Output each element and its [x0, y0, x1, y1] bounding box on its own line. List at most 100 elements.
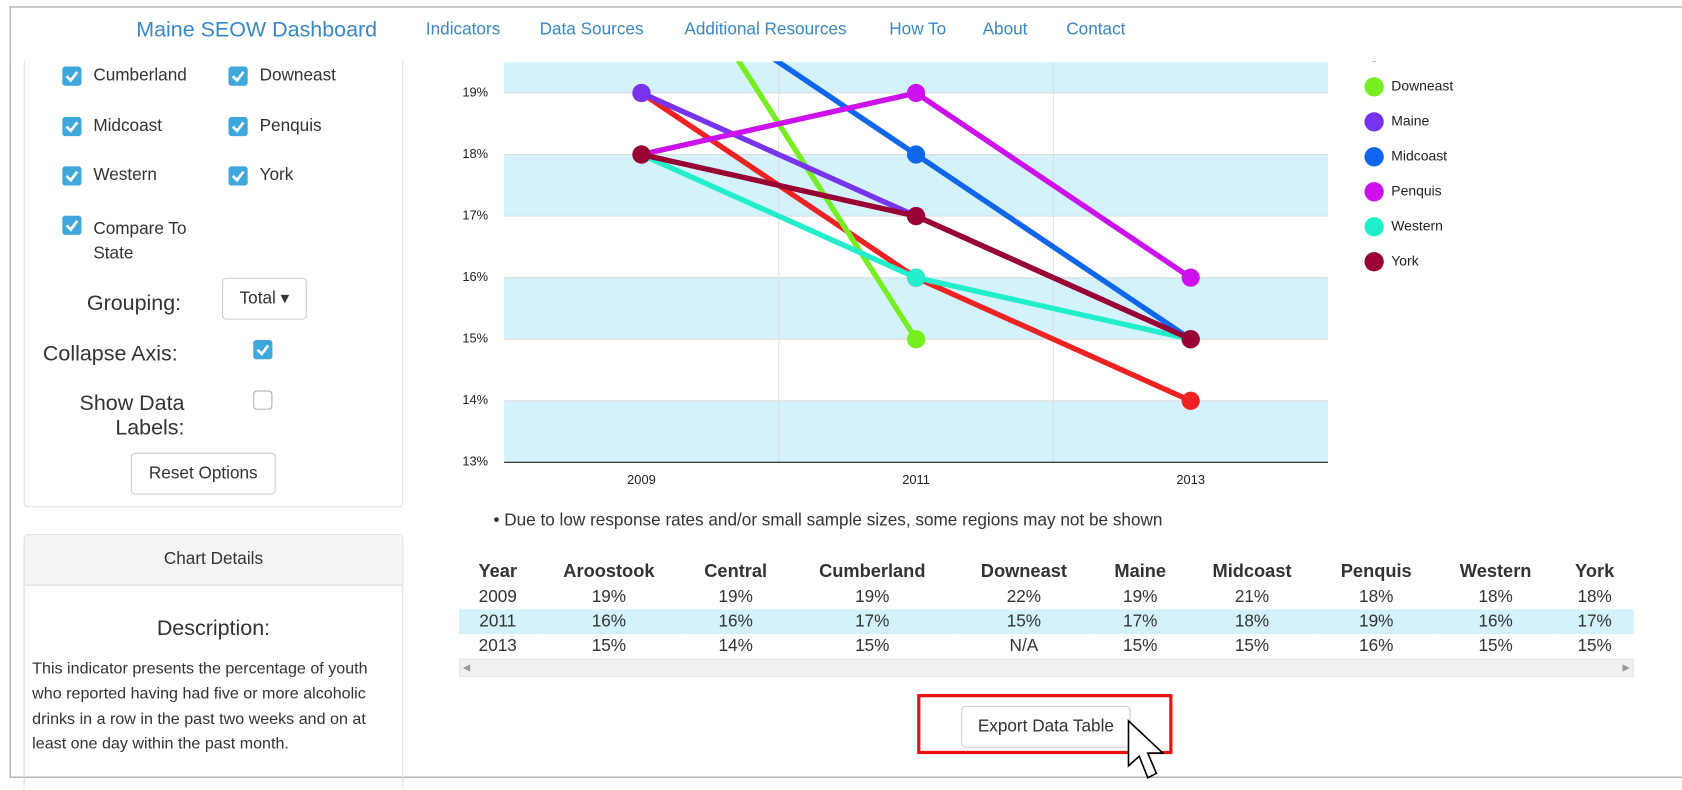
- plot-band: [504, 400, 1329, 463]
- nav-link[interactable]: Data Sources: [539, 20, 644, 39]
- cell: 15%: [591, 636, 627, 655]
- nav-link[interactable]: Contact: [1066, 20, 1126, 39]
- nav-link[interactable]: Additional Resources: [684, 20, 847, 39]
- data-table: Year Aroostook Central Cumberland Downeast Ma…: [459, 559, 1634, 659]
- checkbox[interactable]: [62, 116, 82, 136]
- cell: 15%: [1234, 636, 1270, 655]
- cell: 17%: [855, 611, 890, 631]
- export-button[interactable]: Export Data Table: [961, 705, 1131, 748]
- legend-label: Midcoast: [1391, 148, 1447, 164]
- legend-label: Penquis: [1391, 182, 1441, 198]
- scrollbar[interactable]: ◀ ▶: [459, 658, 1634, 677]
- y-tick-label: 18%: [462, 146, 488, 161]
- cell: 16%: [718, 611, 753, 631]
- cell: 16%: [1359, 636, 1394, 655]
- region-label: Downeast: [259, 66, 336, 85]
- legend-marker: [1364, 147, 1384, 167]
- checkbox[interactable]: [228, 116, 248, 136]
- cell: 18%: [1234, 611, 1270, 631]
- cell: 21%: [1234, 587, 1270, 606]
- data-point: [906, 145, 926, 164]
- details-panel: [23, 534, 404, 790]
- x-tick-label: 2009: [627, 472, 656, 487]
- cell: 18%: [1359, 587, 1394, 606]
- data-row: 2013 15% 14% 15% N/A 15% 15% 16% 15% 15%: [459, 634, 1634, 659]
- cell: N/A: [1009, 636, 1039, 655]
- y-tick-label: 15%: [462, 331, 488, 346]
- column-header: Aroostook: [563, 561, 655, 582]
- nav-link[interactable]: How To: [889, 20, 947, 39]
- cell: 19%: [1123, 587, 1158, 606]
- nav-link[interactable]: Indicators: [425, 20, 501, 39]
- cell: 15%: [1006, 611, 1042, 631]
- y-tick-label: 19%: [462, 84, 488, 99]
- nav-link[interactable]: About: [982, 20, 1028, 39]
- legend-marker: [1364, 77, 1384, 97]
- checkbox[interactable]: [253, 340, 273, 360]
- cell: 2013: [478, 636, 517, 655]
- checkbox[interactable]: [228, 166, 248, 186]
- data-point: [1181, 330, 1200, 349]
- checkbox[interactable]: [253, 390, 273, 410]
- column-header: Year: [478, 561, 518, 582]
- region-label: Penquis: [259, 116, 322, 135]
- description-text: This indicator presents the percentage o…: [32, 659, 368, 753]
- column-header: York: [1575, 561, 1615, 582]
- legend-marker: [1364, 182, 1384, 202]
- cell: 18%: [1478, 587, 1513, 606]
- cell: 22%: [1006, 587, 1042, 606]
- data-row: 2011 16% 16% 17% 15% 17% 18% 19% 16% 17%: [459, 609, 1634, 634]
- cell: 15%: [1478, 636, 1513, 655]
- note: • Due to low response rates and/or small…: [493, 511, 1163, 530]
- navbar: Maine SEOW Dashboard Indicators Data Sou…: [10, 7, 1682, 62]
- grouping-dropdown[interactable]: Total ▾: [222, 277, 307, 320]
- checkbox[interactable]: [62, 166, 82, 186]
- region-label: York: [259, 166, 294, 185]
- y-tick-label: 17%: [462, 208, 488, 223]
- cell: 16%: [1478, 611, 1513, 631]
- region-label: Cumberland: [93, 66, 187, 85]
- checkbox[interactable]: [62, 66, 82, 86]
- cell: 15%: [855, 636, 890, 655]
- cell: 16%: [591, 611, 627, 631]
- cell: 2009: [478, 587, 517, 606]
- x-tick-label: 2013: [1176, 472, 1205, 487]
- region-label: Western: [93, 166, 157, 185]
- data-point: [906, 83, 926, 103]
- grouping-label: Grouping:: [86, 291, 182, 316]
- x-tick-label: 2011: [902, 472, 930, 487]
- data-point: [632, 83, 651, 103]
- legend-label: Western: [1391, 217, 1443, 233]
- checkbox[interactable]: [228, 66, 248, 86]
- cell: 17%: [1123, 611, 1158, 631]
- column-header: Midcoast: [1212, 561, 1292, 582]
- collapse-label: Collapse Axis:: [42, 342, 178, 366]
- data-point: [1181, 268, 1200, 287]
- column-header: Western: [1459, 561, 1532, 582]
- checkbox[interactable]: [62, 215, 82, 235]
- cursor: [1127, 718, 1165, 779]
- cell: 14%: [718, 636, 753, 655]
- data-point: [632, 145, 651, 164]
- y-tick-label: 13%: [462, 454, 488, 469]
- legend-marker: [1364, 217, 1384, 237]
- data-point: [1181, 391, 1200, 410]
- frame: [9, 6, 1682, 778]
- region-label: Midcoast: [93, 116, 163, 135]
- data-point: [906, 268, 926, 287]
- cell: 15%: [1123, 636, 1158, 655]
- header-row: Year Aroostook Central Cumberland Downeast Ma…: [459, 559, 1634, 585]
- legend-label: Maine: [1391, 113, 1429, 129]
- reset-button[interactable]: Reset Options: [130, 452, 276, 495]
- chart: 13%14%15%16%17%18%19%200920112013Central…: [462, 42, 1453, 487]
- data-point: [906, 206, 926, 226]
- description-heading: Description:: [156, 616, 271, 641]
- cell: 19%: [718, 587, 753, 606]
- cell: 19%: [855, 587, 890, 606]
- column-header: Downeast: [980, 561, 1067, 582]
- legend-label: Downeast: [1391, 78, 1453, 94]
- plot-band: [504, 277, 1329, 340]
- column-header: Maine: [1114, 561, 1167, 582]
- brand[interactable]: Maine SEOW Dashboard: [136, 18, 378, 42]
- cell: 19%: [591, 587, 627, 606]
